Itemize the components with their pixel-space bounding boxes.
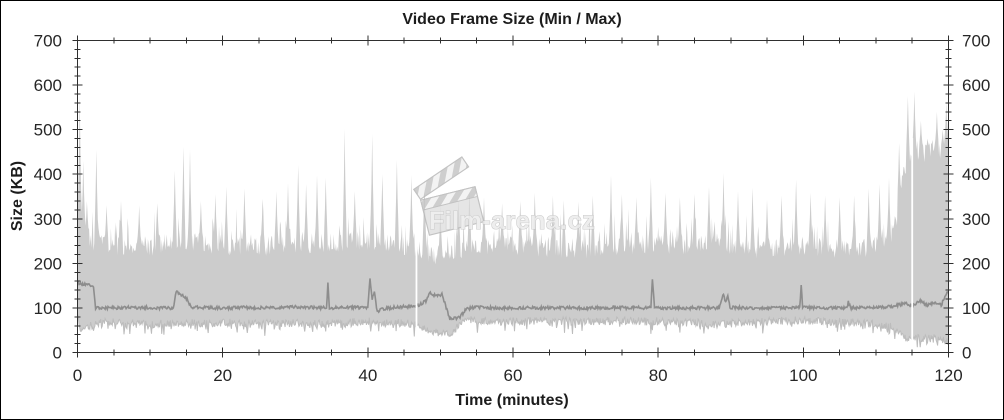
chart-title: Video Frame Size (Min / Max) — [402, 11, 621, 28]
y-tick-label-left: 400 — [34, 165, 62, 184]
y-tick-label-right: 500 — [962, 121, 990, 140]
watermark-text: Film-arena.cz — [429, 207, 595, 235]
y-tick-label-left: 100 — [34, 299, 62, 318]
x-tick-label: 40 — [358, 366, 377, 385]
min-line — [77, 313, 949, 348]
x-tick-label: 0 — [73, 366, 82, 385]
x-tick-label: 20 — [213, 366, 232, 385]
y-tick-label-right: 0 — [962, 344, 971, 363]
y-tick-label-right: 100 — [962, 299, 990, 318]
x-axis-label: Time (minutes) — [455, 392, 569, 409]
x-tick-label: 60 — [504, 366, 523, 385]
average-line — [77, 278, 949, 322]
x-tick-label: 80 — [649, 366, 668, 385]
y-tick-label-left: 600 — [34, 76, 62, 95]
y-axis-label: Size (KB) — [9, 161, 26, 231]
x-tick-label: 100 — [789, 366, 817, 385]
y-tick-label-right: 400 — [962, 165, 990, 184]
y-tick-label-left: 700 — [34, 32, 62, 51]
y-tick-label-right: 600 — [962, 76, 990, 95]
minmax-band — [77, 91, 949, 348]
y-tick-label-left: 300 — [34, 210, 62, 229]
plot-area — [77, 91, 949, 348]
y-tick-label-left: 0 — [53, 344, 62, 363]
x-tick-label: 120 — [934, 366, 962, 385]
y-tick-label-right: 700 — [962, 32, 990, 51]
y-tick-label-right: 200 — [962, 254, 990, 273]
clapperboard-icon — [412, 156, 485, 236]
y-tick-label-left: 500 — [34, 121, 62, 140]
y-tick-label-left: 200 — [34, 254, 62, 273]
watermark: Film-arena.cz — [412, 156, 595, 236]
y-tick-label-right: 300 — [962, 210, 990, 229]
